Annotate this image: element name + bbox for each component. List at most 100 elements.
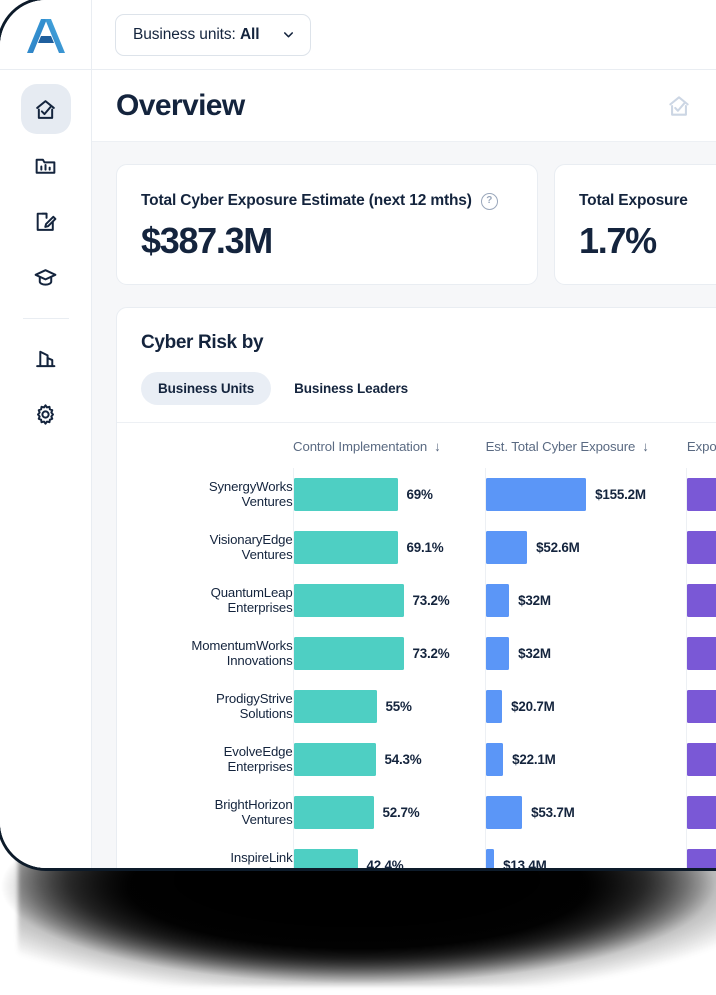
tab-business-units[interactable]: Business Units [141,371,272,405]
bar-with-label: $53.7M [486,795,686,829]
overview-house-check-icon [666,93,692,119]
table-header-row: Control Implementation ↓ Est. Total Cyber… [117,423,716,468]
table-row[interactable]: MomentumWorks Innovations 73.2% $32M [117,626,716,680]
column-header-control-implementation[interactable]: Control Implementation ↓ [293,423,486,468]
bar [293,795,374,829]
bar [293,742,376,776]
column-header-exposure-ratio[interactable]: Exposure Rati [687,423,716,468]
kpi-card-total-exposure: Total Exposure 1.7% [554,164,716,285]
assessments-document-edit-icon [36,212,57,231]
bar [687,636,716,670]
bar [293,636,404,670]
bar [293,848,358,868]
bar-with-label: $20.7M [486,689,686,723]
bar-cell-control-implementation: 73.2% [292,626,486,680]
bar [486,530,528,564]
bar-cell-est-total-cyber-exposure: $52.6M [485,520,687,574]
risk-table-body: SynergyWorks Ventures 69% $155.2M VisionaryE… [117,467,716,868]
sidebar-item-reports[interactable] [21,140,71,190]
info-icon[interactable]: ? [480,192,498,210]
bar-with-label: 69.1% [293,530,486,564]
bar-value-label: 55% [385,698,412,714]
kpi-title: Total Exposure [579,192,716,210]
bar-cell-est-total-cyber-exposure: $20.7M [485,679,687,733]
bar-cell-exposure-ratio [686,626,716,680]
risk-table-wrapper: Control Implementation ↓ Est. Total Cyber… [117,421,716,868]
bar-value-label: $52.6M [536,539,580,555]
bar-with-label: 55% [293,689,486,723]
table-row[interactable]: QuantumLeap Enterprises 73.2% $32M [117,573,716,627]
bar-with-label: $32M [486,636,686,670]
business-units-filter[interactable]: Business units: All [115,13,312,56]
sidebar-item-settings[interactable] [21,389,71,439]
sort-descending-icon: ↓ [642,438,649,454]
bar-cell-exposure-ratio [686,679,716,733]
bar-with-label: 69% [293,477,486,511]
mockup-shadow-core [0,850,716,995]
row-label-business-unit: MomentumWorks Innovations [191,637,293,669]
business-units-filter-value: All [239,25,260,43]
business-units-filter-label: Business units: All [133,25,260,44]
kpi-title-text: Total Cyber Exposure Estimate (next 12 m… [141,192,472,209]
table-row[interactable]: SynergyWorks Ventures 69% $155.2M [117,467,716,521]
column-header-label: Control Implementation [293,438,428,454]
learning-graduation-cap-icon [34,268,57,286]
bar [486,795,523,829]
bar-with-label [687,583,716,617]
sidebar-item-overview[interactable] [20,84,71,134]
bar [486,583,510,617]
business-units-filter-prefix: Business units: [133,25,236,43]
bar-with-label [687,689,716,723]
bar-with-label: $52.6M [486,530,686,564]
table-row[interactable]: BrightHorizon Ventures 52.7% $53.7M [117,785,716,839]
risk-table-head: Control Implementation ↓ Est. Total Cyber… [117,423,716,468]
bar-value-label: 69% [406,486,433,502]
kpi-title: Total Cyber Exposure Estimate (next 12 m… [141,192,513,210]
column-header-est-total-cyber-exposure[interactable]: Est. Total Cyber Exposure ↓ [486,423,687,468]
bar-cell-est-total-cyber-exposure: $32M [485,573,687,627]
bar-with-label: 42.4% [293,848,486,868]
bar-with-label [687,742,716,776]
bar-cell-control-implementation: 54.3% [292,732,486,786]
table-row[interactable]: InspireLinkInnovations 42.4% $13.4M 1.7 [117,838,716,868]
bar-cell-exposure-ratio [686,785,716,839]
bar [293,477,398,511]
sidebar-item-organization[interactable] [21,333,71,383]
table-row[interactable]: ProdigyStrive Solutions 55% $20.7M [117,679,716,733]
bar-cell-est-total-cyber-exposure: $32M [485,626,687,680]
bar-with-label: $32M [486,583,686,617]
bar [293,689,377,723]
page-scroll-area[interactable]: Total Cyber Exposure Estimate (next 12 m… [92,142,716,868]
bar [486,742,504,776]
table-row[interactable]: EvolveEdge Enterprises 54.3% $22.1M [117,732,716,786]
bar-value-label: 73.2% [412,645,450,661]
tab-business-leaders[interactable]: Business Leaders [294,380,409,396]
bar [687,795,716,829]
sidebar-item-assessments[interactable] [21,196,71,246]
bar [687,742,716,776]
bar-cell-exposure-ratio [686,467,716,521]
main-column: Business units: All Overview [92,0,716,868]
bar-with-label [687,636,716,670]
sidebar-nav [0,0,92,868]
risk-table: Control Implementation ↓ Est. Total Cyber… [117,423,716,868]
bar-with-label [687,477,716,511]
bar-value-label: 54.3% [384,751,422,767]
bar-cell-control-implementation: 69.1% [292,520,486,574]
sidebar-item-learning[interactable] [21,252,71,302]
risk-panel-tabs: Business Units Business Leaders [117,354,716,422]
bar-cell-control-implementation: 42.4% [292,838,486,868]
app-logo[interactable] [0,0,91,70]
bar [486,848,495,868]
bar-cell-control-implementation: 52.7% [292,785,486,839]
bar [687,848,716,868]
bar-with-label: $22.1M [486,742,686,776]
bar-cell-est-total-cyber-exposure: $22.1M [485,732,687,786]
bar-cell-exposure-ratio [686,573,716,627]
bar-with-label: 73.2% [293,583,486,617]
bar [293,530,398,564]
bar-cell-control-implementation: 69% [292,467,486,521]
panel-title: Cyber Risk by [141,331,264,353]
row-label-business-unit: QuantumLeap Enterprises [210,584,293,616]
